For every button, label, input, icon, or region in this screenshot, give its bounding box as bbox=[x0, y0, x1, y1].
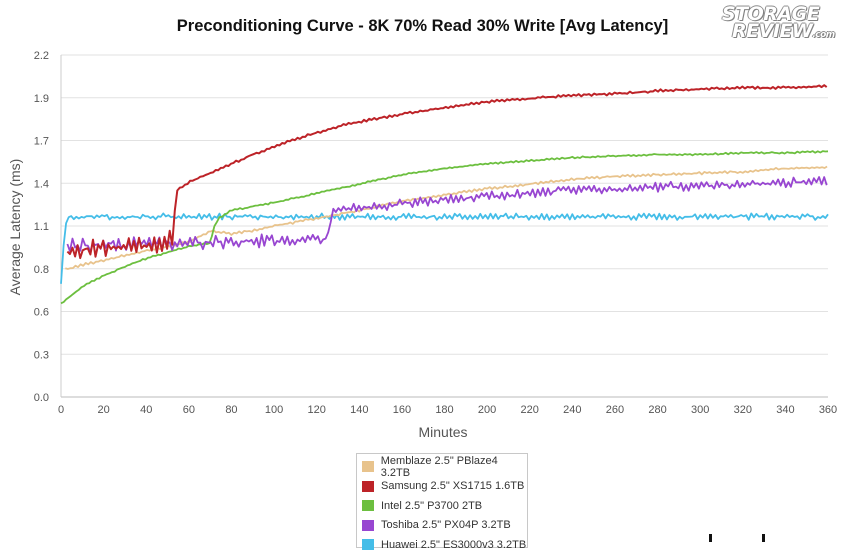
series-line bbox=[60, 212, 829, 284]
legend-label: Intel 2.5" P3700 2TB bbox=[381, 499, 483, 512]
series-lines bbox=[60, 84, 829, 305]
legend-item[interactable]: Samsung 2.5" XS1715 1.6TB bbox=[362, 477, 527, 497]
x-tick-label: 120 bbox=[307, 404, 325, 416]
partial-graphic bbox=[762, 534, 765, 542]
x-tick-label: 80 bbox=[225, 404, 237, 416]
x-tick-label: 60 bbox=[183, 404, 195, 416]
x-tick-label: 180 bbox=[435, 404, 453, 416]
y-axis-ticks: 0.0 0.3 0.6 0.8 1.1 1.4 1.7 1.9 2.2 bbox=[34, 50, 49, 404]
logo-line1: STORAGE bbox=[722, 3, 820, 25]
x-tick-label: 260 bbox=[606, 404, 624, 416]
y-tick-label: 1.1 bbox=[34, 221, 49, 233]
x-axis-label: Minutes bbox=[418, 424, 467, 440]
y-tick-label: 1.4 bbox=[34, 178, 49, 190]
series-line bbox=[65, 165, 828, 270]
legend-swatch bbox=[362, 461, 374, 473]
legend-label: Toshiba 2.5" PX04P 3.2TB bbox=[381, 519, 511, 532]
x-tick-label: 280 bbox=[648, 404, 666, 416]
grid-lines bbox=[60, 54, 828, 398]
x-tick-label: 240 bbox=[563, 404, 581, 416]
logo-line2: REVIEW bbox=[732, 20, 813, 42]
series-line bbox=[66, 84, 828, 260]
legend-item[interactable]: Toshiba 2.5" PX04P 3.2TB bbox=[362, 516, 527, 536]
legend-swatch bbox=[362, 519, 374, 531]
legend-label: Samsung 2.5" XS1715 1.6TB bbox=[381, 480, 525, 493]
x-axis-ticks: 0 20 40 60 80 100 120 140 160 180 200 220 240 260 280 3… bbox=[58, 404, 837, 416]
y-tick-label: 1.9 bbox=[34, 93, 49, 105]
logo-suffix: .com bbox=[812, 30, 835, 40]
x-tick-label: 220 bbox=[521, 404, 539, 416]
x-tick-label: 160 bbox=[393, 404, 411, 416]
legend-swatch bbox=[362, 539, 374, 551]
y-tick-label: 0.0 bbox=[34, 392, 49, 404]
y-axis-label: Average Latency (ms) bbox=[7, 159, 23, 296]
legend-item[interactable]: Memblaze 2.5" PBlaze4 3.2TB bbox=[362, 454, 527, 479]
y-tick-label: 1.7 bbox=[34, 136, 49, 148]
x-tick-label: 140 bbox=[350, 404, 368, 416]
y-tick-label: 0.3 bbox=[34, 349, 49, 361]
legend-item[interactable]: Huawei 2.5" ES3000v3 3.2TB bbox=[362, 535, 527, 555]
chart-title: Preconditioning Curve - 8K 70% Read 30% … bbox=[176, 17, 669, 35]
series-line bbox=[60, 150, 829, 305]
y-tick-label: 2.2 bbox=[34, 50, 49, 62]
partial-graphic bbox=[709, 534, 712, 542]
x-tick-label: 100 bbox=[265, 404, 283, 416]
x-tick-label: 320 bbox=[734, 404, 752, 416]
legend-label: Memblaze 2.5" PBlaze4 3.2TB bbox=[380, 454, 498, 479]
series-line bbox=[66, 176, 828, 253]
x-tick-label: 40 bbox=[140, 404, 152, 416]
storagereview-logo: STORAGE REVIEW.com bbox=[722, 3, 840, 46]
x-tick-label: 20 bbox=[97, 404, 109, 416]
line-chart: 0.0 0.3 0.6 0.8 1.1 1.4 1.7 1.9 2.2 0 20 40 60 80 100… bbox=[7, 50, 837, 440]
x-tick-label: 0 bbox=[58, 404, 64, 416]
y-tick-label: 0.6 bbox=[34, 307, 49, 319]
legend-swatch bbox=[362, 480, 374, 492]
x-tick-label: 200 bbox=[478, 404, 496, 416]
legend-label: Huawei 2.5" ES3000v3 3.2TB bbox=[381, 538, 527, 551]
x-tick-label: 360 bbox=[819, 404, 837, 416]
chart-legend: Memblaze 2.5" PBlaze4 3.2TB Samsung 2.5" … bbox=[356, 453, 528, 551]
x-tick-label: 300 bbox=[691, 404, 709, 416]
legend-swatch bbox=[362, 500, 374, 512]
x-tick-label: 340 bbox=[776, 404, 794, 416]
legend-item[interactable]: Intel 2.5" P3700 2TB bbox=[362, 496, 527, 516]
y-tick-label: 0.8 bbox=[34, 264, 49, 276]
